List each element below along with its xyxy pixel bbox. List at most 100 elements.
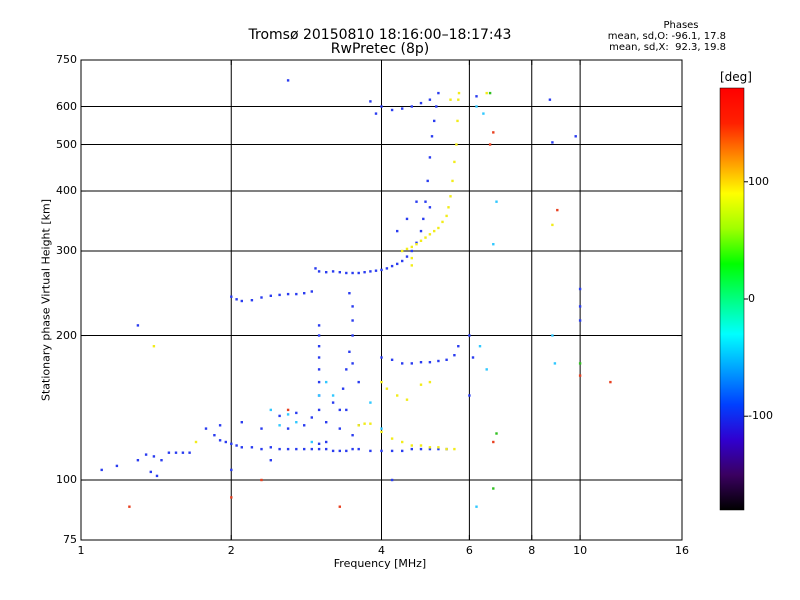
data-point-o <box>380 356 382 358</box>
data-point-x <box>153 345 155 347</box>
data-point-other <box>492 243 494 245</box>
data-point-x <box>437 227 439 229</box>
data-point-o <box>156 475 158 477</box>
data-point-x <box>411 264 413 266</box>
data-point-o <box>235 444 237 446</box>
data-point-o <box>358 381 360 383</box>
data-point-o <box>575 135 577 137</box>
data-point-x <box>445 448 447 450</box>
data-point-o <box>339 427 341 429</box>
data-point-o <box>422 218 424 220</box>
y-tick-label: 400 <box>41 184 77 197</box>
data-point-o <box>270 295 272 297</box>
data-point-x <box>441 221 443 223</box>
data-point-o <box>251 446 253 448</box>
data-point-o <box>160 459 162 461</box>
data-point-other <box>551 334 553 336</box>
y-tick-label: 75 <box>41 533 77 546</box>
phases-o-stats: mean, sd,O: -96.1, 17.8 <box>596 31 726 42</box>
data-point-o <box>369 270 371 272</box>
data-point-other <box>554 362 556 364</box>
data-point-o <box>401 107 403 109</box>
data-point-o <box>351 434 353 436</box>
data-point-x <box>433 230 435 232</box>
data-point-o <box>175 452 177 454</box>
data-point-o <box>391 450 393 452</box>
data-point-o <box>339 450 341 452</box>
data-point-o <box>303 424 305 426</box>
data-point-o <box>401 362 403 364</box>
data-point-x <box>449 195 451 197</box>
data-point-x <box>429 446 431 448</box>
colorbar-tick-label: 0 <box>748 292 755 305</box>
phases-legend: Phases mean, sd,O: -96.1, 17.8 mean, sd,… <box>596 20 726 53</box>
colorbar-unit: [deg] <box>716 70 756 84</box>
data-point-o <box>150 471 152 473</box>
data-point-x <box>415 243 417 245</box>
data-point-o <box>345 368 347 370</box>
data-point-x <box>358 424 360 426</box>
data-points <box>101 79 612 508</box>
data-point-o <box>406 218 408 220</box>
data-point-other <box>495 201 497 203</box>
data-point-o <box>391 479 393 481</box>
data-point-o <box>318 448 320 450</box>
data-point-x <box>458 92 460 94</box>
data-point-x <box>380 431 382 433</box>
data-point-o <box>295 293 297 295</box>
data-point-o <box>318 368 320 370</box>
data-point-o <box>188 452 190 454</box>
data-point-o <box>420 230 422 232</box>
data-point-x <box>449 99 451 101</box>
data-point-o <box>295 448 297 450</box>
data-point-o <box>318 381 320 383</box>
data-point-x <box>411 444 413 446</box>
data-point-o <box>260 296 262 298</box>
data-point-o <box>420 448 422 450</box>
data-point-x <box>457 99 459 101</box>
data-point-o <box>435 105 437 107</box>
data-point-o <box>137 459 139 461</box>
data-point-o <box>339 271 341 273</box>
data-point-o <box>579 319 581 321</box>
data-point-o <box>433 120 435 122</box>
data-point-warm <box>230 496 232 498</box>
data-point-o <box>230 469 232 471</box>
data-point-o <box>145 453 147 455</box>
y-tick-label: 200 <box>41 329 77 342</box>
data-point-o <box>225 441 227 443</box>
data-point-o <box>311 290 313 292</box>
data-point-o <box>429 361 431 363</box>
data-point-o <box>230 443 232 445</box>
data-point-o <box>380 269 382 271</box>
data-point-o <box>386 267 388 269</box>
y-tick-label: 100 <box>41 473 77 486</box>
data-point-o <box>437 92 439 94</box>
data-point-o <box>420 102 422 104</box>
data-point-other <box>295 421 297 423</box>
data-point-x <box>411 257 413 259</box>
data-point-o <box>287 79 289 81</box>
phases-x-stats: mean, sd,X: 92.3, 19.8 <box>596 42 726 53</box>
data-point-o <box>375 270 377 272</box>
data-point-x <box>391 437 393 439</box>
data-point-other <box>482 112 484 114</box>
data-point-o <box>424 201 426 203</box>
data-point-other <box>311 441 313 443</box>
data-point-o <box>431 135 433 137</box>
data-point-x <box>424 236 426 238</box>
data-point-x <box>447 206 449 208</box>
data-point-o <box>287 293 289 295</box>
data-point-o <box>339 409 341 411</box>
data-point-o <box>345 450 347 452</box>
data-point-other <box>278 424 280 426</box>
data-point-o <box>325 421 327 423</box>
x-tick-label: 8 <box>517 544 547 557</box>
y-tick-label: 600 <box>41 100 77 113</box>
data-point-o <box>342 388 344 390</box>
data-point-green <box>489 92 491 94</box>
data-point-x <box>380 381 382 383</box>
data-point-o <box>429 206 431 208</box>
data-point-o <box>311 448 313 450</box>
data-point-o <box>270 446 272 448</box>
